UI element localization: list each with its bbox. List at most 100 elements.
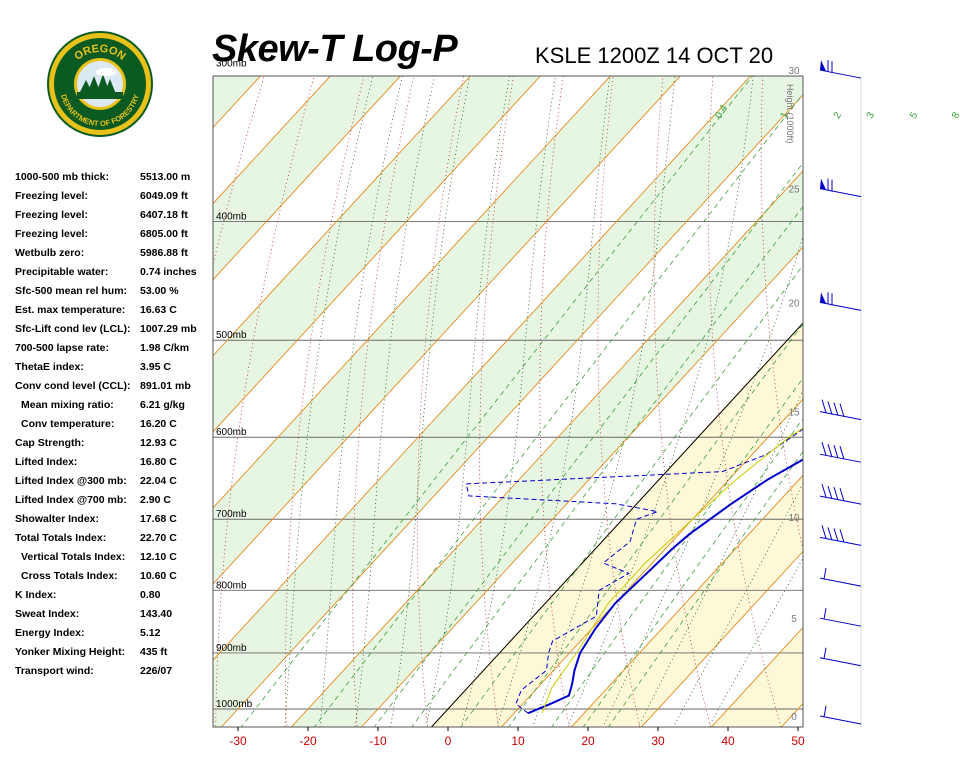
index-value: 143.40 — [140, 608, 173, 620]
mixing-ratio-line — [240, 76, 753, 727]
height-tick-label: 20 — [788, 298, 800, 309]
height-tick-label: 0 — [791, 712, 797, 723]
mixing-ratio-label: 3 — [865, 110, 878, 121]
index-value: 16.20 C — [140, 418, 177, 430]
wind-barb-feather — [821, 483, 827, 498]
dry-adiabat — [760, 76, 803, 552]
dry-adiabat — [352, 76, 415, 727]
index-label: Yonker Mixing Height: — [15, 646, 126, 658]
wind-barb-staff — [819, 617, 862, 627]
index-label: Wetbulb zero: — [15, 247, 85, 259]
wind-barb-flag — [820, 60, 826, 72]
wind-barb-staff — [819, 188, 862, 198]
index-row: Mean mixing ratio: 6.21 g/kg — [15, 396, 215, 415]
mixing-ratio-line — [551, 377, 803, 727]
isotherm-line — [213, 76, 611, 509]
index-row: Sfc-Lift cond lev (LCL): 1007.29 mb — [15, 320, 215, 339]
wind-barbs — [819, 60, 862, 728]
wind-barb — [819, 483, 862, 505]
index-label: Conv cond level (CCL): — [15, 380, 131, 392]
index-label: ThetaE index: — [15, 361, 84, 373]
grid-lines — [213, 76, 803, 727]
wind-barb-feather — [821, 442, 827, 456]
x-tick-label: -30 — [229, 734, 247, 748]
index-value: 0.74 inches — [140, 266, 197, 278]
wind-barb — [819, 178, 862, 198]
moist-adiabat — [319, 76, 403, 727]
height-axis-label: Height (1000ft) — [785, 84, 795, 144]
wind-barb-staff — [819, 495, 862, 505]
mixing-ratio-line — [582, 417, 803, 727]
wind-barb — [819, 399, 862, 421]
height-tick-label: 10 — [788, 513, 800, 524]
wind-barb-feather — [839, 529, 845, 543]
height-tick-label: 5 — [791, 614, 797, 625]
wind-barb — [819, 292, 862, 311]
wind-barb-flag — [820, 292, 826, 304]
index-label: Vertical Totals Index: — [21, 551, 126, 563]
index-row: Cap Strength: 12.93 C — [15, 434, 215, 453]
index-value: 6805.00 ft — [140, 228, 188, 240]
wind-barb-staff — [819, 69, 862, 79]
sounding-traces — [465, 427, 803, 715]
wind-barb-staff — [819, 411, 862, 421]
freezing-isotherm — [430, 322, 803, 727]
moist-adiabat — [637, 389, 803, 727]
moist-adiabat — [460, 76, 556, 727]
dry-adiabat — [539, 76, 570, 727]
index-row: Total Totals Index: 22.70 C — [15, 529, 215, 548]
wind-barb-feather — [823, 567, 827, 580]
index-value: 6049.09 ft — [140, 190, 188, 202]
index-row: Precipitable water: 0.74 inches — [15, 263, 215, 282]
index-label: Sfc-500 mean rel hum: — [15, 285, 128, 297]
index-row: 1000-500 mb thick: 5513.00 m — [15, 168, 215, 187]
wind-barb-feather — [839, 487, 845, 502]
mixing-ratio-label: 8 — [950, 110, 960, 121]
index-value: 12.93 C — [140, 437, 177, 449]
index-label: Conv temperature: — [21, 418, 115, 430]
index-label: Total Totals Index: — [15, 532, 107, 544]
mixing-ratio-line — [411, 205, 803, 727]
index-row: Est. max temperature: 16.63 C — [15, 301, 215, 320]
index-value: 22.70 C — [140, 532, 177, 544]
index-row: Energy Index: 5.12 — [15, 624, 215, 643]
x-tick-label: 20 — [581, 734, 595, 748]
index-label: Transport wind: — [15, 665, 94, 677]
wind-barb-feather — [839, 446, 845, 460]
isotherm-line — [213, 76, 471, 357]
index-row: Showalter Index: 17.68 C — [15, 510, 215, 529]
index-value: 1007.29 mb — [140, 323, 197, 335]
wind-barb-feather — [833, 402, 839, 416]
pressure-label: 400mb — [216, 212, 247, 223]
isotherm-line — [213, 76, 681, 585]
x-tick-label: 40 — [721, 734, 735, 748]
plot-border — [212, 75, 804, 728]
index-value: 226/07 — [140, 665, 173, 677]
wind-barb — [819, 608, 862, 627]
index-label: Lifted Index: — [15, 456, 78, 468]
wind-barb-feather — [833, 486, 839, 501]
index-value: 435 ft — [140, 646, 168, 658]
isotherm-line — [213, 76, 401, 281]
index-row: K Index: 0.80 — [15, 586, 215, 605]
index-label: Est. max temperature: — [15, 304, 126, 316]
index-row: 700-500 lapse rate: 1.98 C/km — [15, 339, 215, 358]
index-value: 891.01 mb — [140, 380, 191, 392]
moist-adiabat — [708, 557, 803, 727]
dry-adiabat — [215, 76, 315, 727]
index-row: Yonker Mixing Height: 435 ft — [15, 643, 215, 662]
wind-barb-feather — [823, 647, 827, 659]
index-row: Wetbulb zero: 5986.88 ft — [15, 244, 215, 263]
isotherm-line — [220, 94, 803, 727]
wind-barb-feather — [823, 705, 827, 718]
index-row: Vertical Totals Index: 12.10 C — [15, 548, 215, 567]
x-tick-label: 0 — [445, 734, 452, 748]
wind-barb-staff — [819, 536, 862, 546]
index-label: Cap Strength: — [15, 437, 85, 449]
wind-barb-feather — [827, 527, 833, 541]
index-label: Cross Totals Index: — [21, 570, 118, 582]
x-tick-label: 30 — [651, 734, 665, 748]
mixing-ratio-label: 2 — [832, 110, 845, 121]
stability-indices-list: 1000-500 mb thick: 5513.00 m Freezing leve… — [15, 168, 215, 681]
